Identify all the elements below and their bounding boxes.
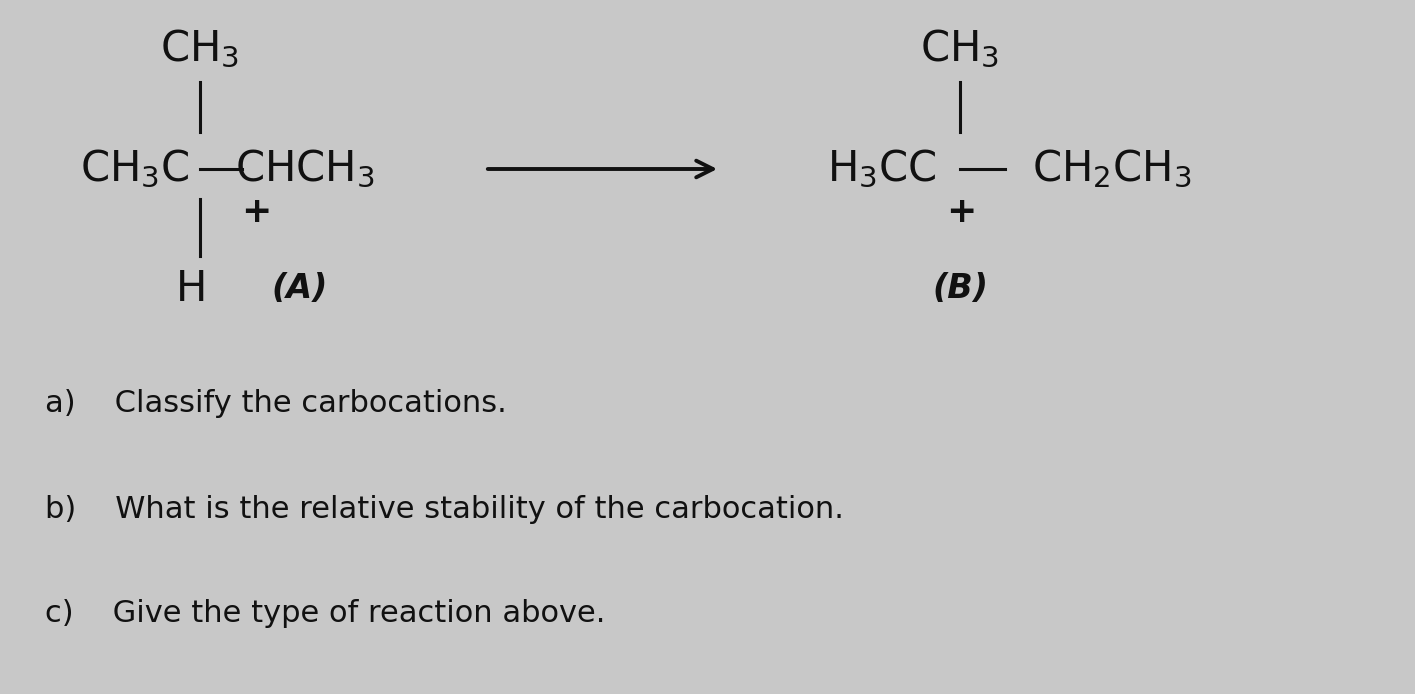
Text: $\mathrm{CHCH_3}$: $\mathrm{CHCH_3}$ (235, 148, 375, 190)
Text: a)    Classify the carbocations.: a) Classify the carbocations. (45, 389, 507, 418)
Text: $\mathbf{+}$: $\mathbf{+}$ (241, 195, 269, 229)
Text: c)    Give the type of reaction above.: c) Give the type of reaction above. (45, 600, 606, 629)
Text: $\mathbf{+}$: $\mathbf{+}$ (945, 195, 975, 229)
Text: $\mathrm{CH_2CH_3}$: $\mathrm{CH_2CH_3}$ (1033, 148, 1191, 190)
Text: (B): (B) (932, 273, 988, 305)
Text: $\mathrm{CH_3}$: $\mathrm{CH_3}$ (160, 28, 239, 70)
Text: $\mathrm{CH_3}$: $\mathrm{CH_3}$ (921, 28, 999, 70)
Text: b)    What is the relative stability of the carbocation.: b) What is the relative stability of the… (45, 495, 843, 523)
Text: (A): (A) (272, 273, 328, 305)
Text: $\mathrm{H}$: $\mathrm{H}$ (175, 268, 205, 310)
Text: $\mathrm{H_3CC}$: $\mathrm{H_3CC}$ (828, 148, 937, 190)
Text: $\mathrm{CH_3C}$: $\mathrm{CH_3C}$ (81, 148, 190, 190)
